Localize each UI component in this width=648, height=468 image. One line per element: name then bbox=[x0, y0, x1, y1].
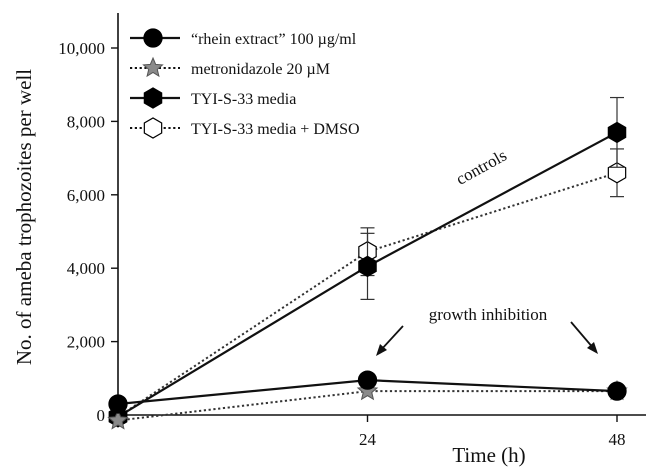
y-tick-label: 0 bbox=[97, 406, 106, 425]
axes bbox=[117, 13, 646, 416]
legend-marker bbox=[142, 56, 164, 78]
annotation-controls: controls bbox=[453, 146, 510, 189]
legend-label: TYI-S-33 media bbox=[191, 91, 296, 108]
data-point bbox=[358, 255, 377, 278]
legend: “rhein extract” 100 µg/ml metronidazole 2… bbox=[130, 28, 360, 139]
legend-item: TYI-S-33 media + DMSO bbox=[130, 117, 360, 139]
data-point bbox=[107, 409, 129, 430]
annotation-growth-inhibition: growth inhibition bbox=[429, 305, 548, 324]
legend-item: metronidazole 20 µM bbox=[130, 56, 330, 78]
legend-marker bbox=[143, 87, 163, 109]
series-1 bbox=[108, 370, 627, 414]
legend-item: “rhein extract” 100 µg/ml bbox=[130, 28, 357, 48]
data-point bbox=[607, 121, 627, 144]
y-tick-label: 6,000 bbox=[67, 186, 105, 205]
y-tick-label: 2,000 bbox=[67, 333, 105, 352]
y-tick-label: 8,000 bbox=[67, 112, 105, 131]
x-tick-label: 48 bbox=[609, 430, 626, 449]
data-point bbox=[108, 394, 128, 414]
x-tick-label: 24 bbox=[359, 430, 377, 449]
data-point bbox=[356, 379, 379, 401]
legend-label: TYI-S-33 media + DMSO bbox=[191, 121, 360, 138]
data-point bbox=[607, 381, 627, 401]
y-tick-label: 4,000 bbox=[67, 259, 105, 278]
legend-marker bbox=[143, 117, 163, 139]
arrow-right bbox=[570, 321, 598, 354]
legend-label: metronidazole 20 µM bbox=[191, 61, 330, 78]
x-axis-label: Time (h) bbox=[452, 443, 525, 467]
y-tick-label: 10,000 bbox=[58, 39, 105, 58]
legend-item: TYI-S-33 media bbox=[130, 87, 296, 109]
legend-marker bbox=[143, 28, 163, 48]
legend-label: “rhein extract” 100 µg/ml bbox=[191, 31, 357, 48]
y-axis-label: No. of ameba trophozoites per well bbox=[12, 69, 36, 365]
data-point bbox=[357, 370, 378, 390]
arrow-left bbox=[376, 325, 404, 356]
